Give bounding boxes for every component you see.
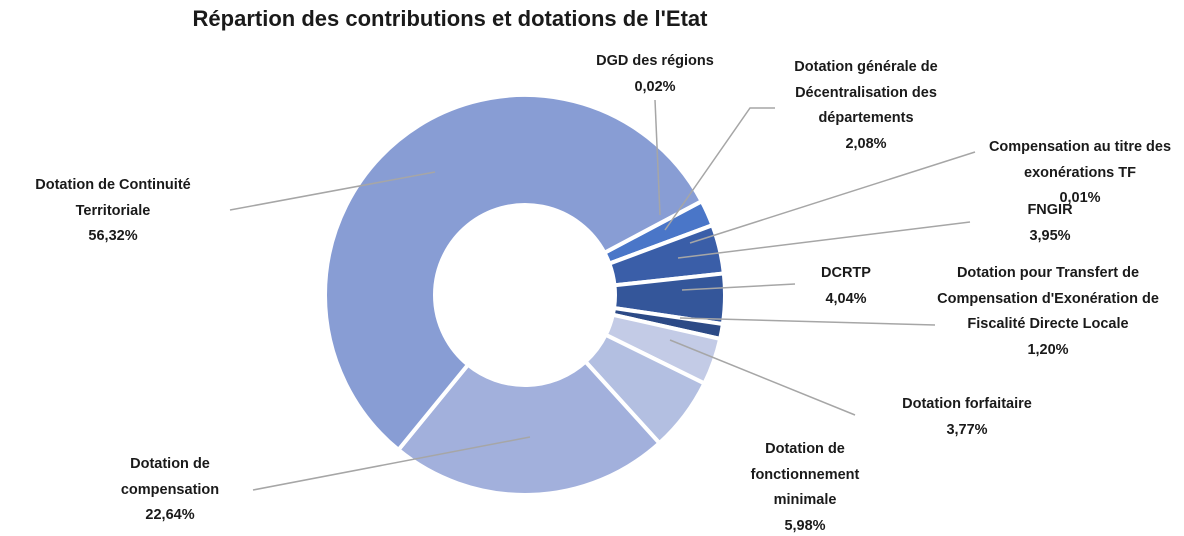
leader-line: [681, 283, 796, 291]
leader-line: [669, 339, 856, 416]
data-label: DCRTP 4,04%: [786, 261, 906, 312]
value-label: 56,32%: [88, 228, 138, 244]
leader-line: [679, 317, 936, 326]
data-label: Compensation au titre des exonérations T…: [975, 135, 1184, 212]
category-label: Dotation forfaitaire: [902, 396, 1032, 412]
value-label: 1,20%: [1027, 341, 1069, 358]
chart-title: Répartion des contributions et dotations…: [192, 6, 708, 31]
category-label: Dotation pour Transfert de Compensation …: [937, 265, 1159, 332]
value-label: 4,04%: [825, 290, 867, 307]
category-label: DGD des régions: [596, 53, 714, 69]
value-label: 0,02%: [634, 78, 676, 95]
category-label: FNGIR: [1027, 202, 1073, 218]
value-label: 2,08%: [845, 135, 887, 152]
data-label: Dotation de compensation 22,64%: [95, 452, 245, 529]
category-label: Dotation de Continuité Territoriale: [35, 177, 191, 219]
value-label: 3,77%: [946, 421, 988, 438]
category-label: Dotation de fonctionnement minimale: [750, 441, 860, 508]
slice: [323, 93, 705, 453]
category-label: Compensation au titre des exonérations T…: [988, 139, 1172, 181]
data-label: Dotation de Continuité Territoriale 56,32…: [8, 173, 218, 250]
data-label: Dotation forfaitaire 3,77%: [867, 392, 1067, 443]
value-label: 22,64%: [145, 507, 195, 523]
data-label: FNGIR 3,95%: [990, 198, 1110, 249]
leader-line: [654, 99, 661, 216]
value-label: 5,98%: [784, 517, 826, 534]
data-label: DGD des régions 0,02%: [570, 49, 740, 100]
category-label: Dotation générale de Décentralisation de…: [794, 59, 938, 126]
data-label: Dotation générale de Décentralisation de…: [766, 55, 966, 157]
leader-line: [664, 107, 775, 231]
slice: [395, 358, 663, 497]
leader-line: [677, 221, 971, 259]
leader-line: [689, 151, 976, 244]
data-label: Dotation de fonctionnement minimale 5,98%: [730, 437, 880, 536]
leader-line: [252, 436, 531, 491]
value-label: 3,95%: [1029, 227, 1071, 244]
value-label: 0,01%: [1059, 190, 1101, 206]
data-label: Dotation pour Transfert de Compensation …: [936, 261, 1161, 363]
category-label: DCRTP: [821, 265, 871, 281]
leader-line: [229, 171, 436, 211]
category-label: Dotation de compensation: [120, 456, 220, 498]
